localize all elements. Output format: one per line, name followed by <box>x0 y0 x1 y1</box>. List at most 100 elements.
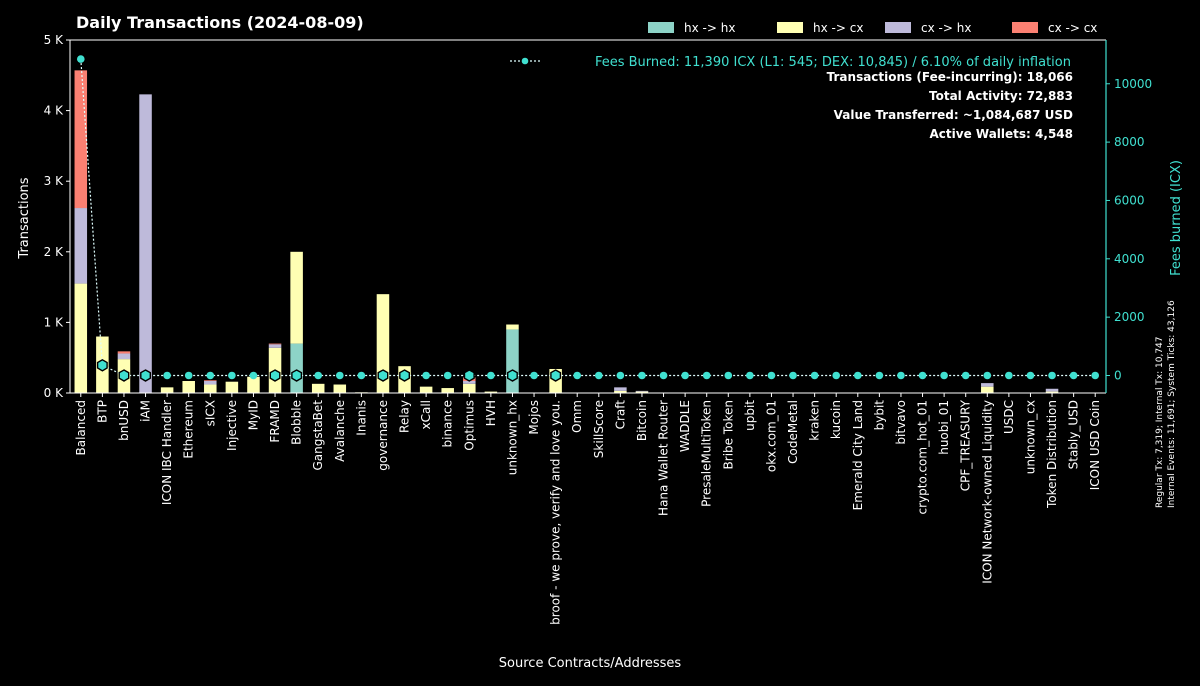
bar-segment-Optimus-cx -> hx <box>463 380 476 384</box>
stat-annotation: Total Activity: 72,883 <box>929 89 1073 103</box>
y-tick-label: 3 K <box>44 174 64 188</box>
x-tick-label: GangstaBet <box>311 400 325 471</box>
bar-segment-bnUSD-cx -> hx <box>117 353 131 360</box>
bar-segment-FRAMD-cx -> hx <box>268 344 282 348</box>
x-tick-label: BTP <box>95 400 109 423</box>
fees-line <box>80 59 1096 377</box>
y-axis-label: Transactions <box>17 177 32 259</box>
fees-point-PresaleMultiToken <box>702 371 711 380</box>
x-tick-label: broof - we prove, verify and love you. <box>549 400 563 625</box>
x-tick-label: Balanced <box>74 400 88 455</box>
x-tick-label: USDC <box>1002 400 1016 434</box>
fees-point-BTP <box>96 358 108 372</box>
legend: hx -> hx hx -> cx cx -> hx cx -> cx <box>510 21 1097 65</box>
fees-point-Avalanche <box>335 371 344 380</box>
bar-segment-sICX-hx -> cx <box>204 384 217 393</box>
fees-point-xCall <box>422 371 430 380</box>
fees-point-Ethereum <box>184 371 193 380</box>
y2-tick-label: 4000 <box>1114 252 1145 266</box>
x-tick-label: governance <box>376 400 390 471</box>
fees-point-Emerald City Land <box>853 371 862 380</box>
x-tick-label: binance <box>441 400 455 448</box>
bar-segment-MyID-hx -> cx <box>247 376 260 393</box>
bar-segment-GangstaBet-hx -> cx <box>311 383 325 393</box>
fees-point-sICX <box>206 371 215 380</box>
fees-point-FRAMD <box>269 369 281 382</box>
fees-point-GangstaBet <box>314 371 323 380</box>
fees-point-broof - we prove, verify and love you. <box>550 369 562 382</box>
fees-point-Injective <box>228 371 236 380</box>
bar-segment-Injective-hx -> cx <box>225 381 239 393</box>
fees-point-crypto.com_hot_01 <box>918 371 927 380</box>
x-tick-label: Injective <box>225 400 239 451</box>
chart-title: Daily Transactions (2024-08-09) <box>76 13 364 32</box>
bar-segment-Balanced-cx -> hx <box>74 208 88 284</box>
fees-point-ICON IBC Handler <box>163 371 171 380</box>
x-tick-label: Omm <box>570 400 584 433</box>
bar-segment-Blobble-hx -> cx <box>290 251 303 344</box>
fees-point-ICON USD Coin <box>1091 371 1100 380</box>
stats-annotations: Transactions (Fee-incurring): 18,066 Tota… <box>827 70 1073 141</box>
x-tick-label: ICON USD Coin <box>1088 400 1102 490</box>
bar-segment-Blobble-hx -> hx <box>290 343 303 393</box>
fees-legend-label: Fees Burned: 11,390 ICX (L1: 545; DEX: 1… <box>595 55 1071 70</box>
fees-point-kucoin <box>832 371 841 380</box>
y-tick-label: 1 K <box>44 315 64 329</box>
bar-segment-Craft-hx -> cx <box>614 390 627 393</box>
x-tick-label: Ethereum <box>182 400 196 459</box>
legend-label: cx -> hx <box>921 21 971 35</box>
x-tick-label: HVH <box>484 400 498 426</box>
fees-point-Blobble <box>291 369 303 382</box>
x-axis-label: Source Contracts/Addresses <box>499 656 682 671</box>
fees-point-okx.com_01 <box>767 371 776 380</box>
x-tick-label: kraken <box>808 400 822 441</box>
bar-segment-sICX-cx -> cx <box>204 380 217 381</box>
y2-tick-label: 2000 <box>1114 310 1145 324</box>
fees-point-WADDLE <box>681 371 689 380</box>
fees-point-iAM <box>140 369 152 382</box>
fees-point-bybit <box>875 371 884 380</box>
bar-segment-ICON Network-owned Liquidity-cx -> hx <box>981 383 994 387</box>
x-tick-label: sICX <box>203 400 217 426</box>
fees-point-Stably_USD <box>1069 371 1078 380</box>
fees-point-ICON Network-owned Liquidity <box>983 371 992 380</box>
stat-annotation: Transactions (Fee-incurring): 18,066 <box>827 70 1073 84</box>
bar-segment-Craft-cx -> hx <box>614 387 627 391</box>
fees-point-Relay <box>399 369 410 382</box>
bar-segment-Ethereum-hx -> cx <box>182 380 195 393</box>
bar-segment-sICX-cx -> hx <box>204 380 217 385</box>
fees-point-bitvavo <box>897 371 905 380</box>
x-tick-label: iAM <box>139 400 153 422</box>
bar-segment-Token Distribution-hx -> cx <box>1045 391 1059 393</box>
stat-annotation: Active Wallets: 4,548 <box>930 127 1073 141</box>
fees-point-Omm <box>573 371 582 380</box>
fees-point-Bribe Token <box>724 371 733 380</box>
x-tick-label: bnUSD <box>117 400 131 441</box>
x-tick-label: unknown_hx <box>505 400 519 475</box>
side-note: Regular Tx: 7,319; Internal Tx: 10,747 In… <box>1155 300 1177 508</box>
fees-point-Bitcoin <box>638 371 646 380</box>
fees-point-kraken <box>810 371 819 380</box>
x-tick-label: Avalanche <box>333 400 347 462</box>
fees-point-Optimus <box>463 369 475 382</box>
fees-point-Inanis <box>357 371 366 380</box>
fees-point-CodeMetal <box>789 371 797 380</box>
bar-segment-FRAMD-cx -> cx <box>268 343 282 345</box>
stat-annotation: Value Transferred: ~1,084,687 USD <box>834 108 1073 122</box>
y2-axis-label: Fees burned (ICX) <box>1169 160 1184 276</box>
bar-segment-Bitcoin-hx -> cx <box>635 391 649 393</box>
bar-segment-Balanced-cx -> cx <box>74 70 88 209</box>
fees-point-HVH <box>487 371 495 380</box>
x-tick-label: bitvavo <box>894 400 908 445</box>
bar-segment-Optimus-hx -> cx <box>463 383 476 393</box>
x-tick-label: xCall <box>419 400 433 430</box>
fees-point-USDC <box>1005 371 1013 380</box>
x-tick-label: Emerald City Land <box>851 400 865 510</box>
bar-segment-Bitcoin-cx -> hx <box>635 390 649 392</box>
fees-point-SkillScore <box>594 371 603 380</box>
y2-tick-label: 6000 <box>1114 193 1145 207</box>
side-note-line: Internal Events: 11,691; System Ticks: 4… <box>1167 300 1177 508</box>
bar-segment-HVH-hx -> cx <box>484 391 498 393</box>
x-tick-label: Craft <box>613 400 627 430</box>
